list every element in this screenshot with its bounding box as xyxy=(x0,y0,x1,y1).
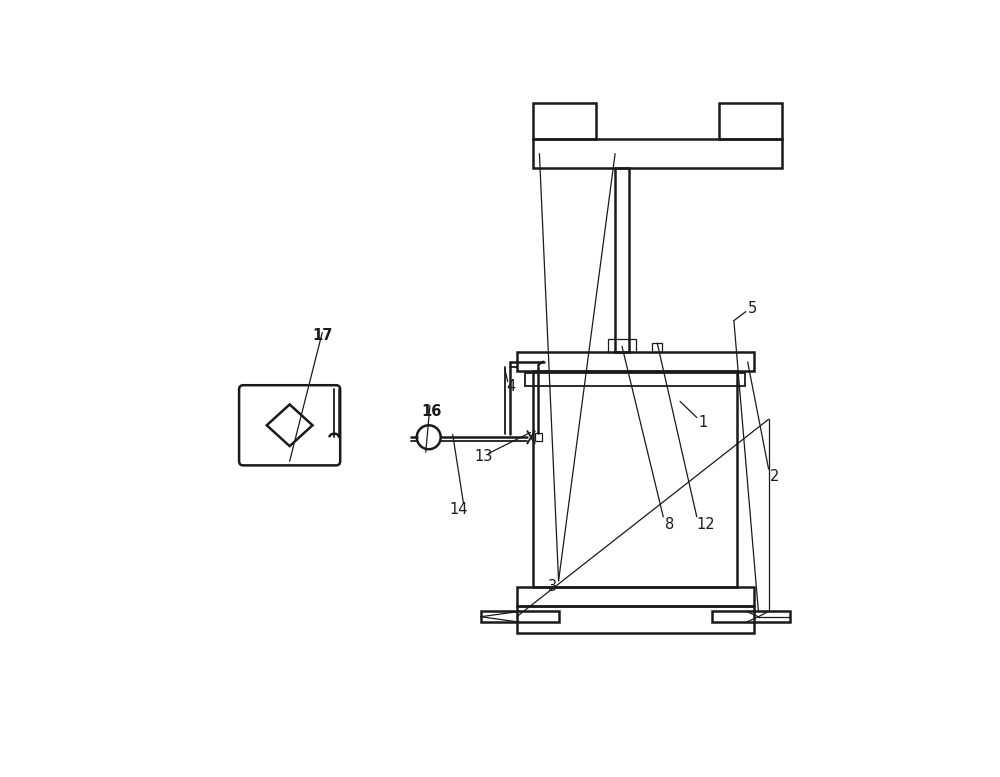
Text: 12: 12 xyxy=(697,517,715,531)
Text: 2: 2 xyxy=(770,469,779,483)
Bar xyxy=(525,373,745,386)
Text: 5: 5 xyxy=(748,301,757,316)
Bar xyxy=(481,611,559,622)
Bar xyxy=(517,587,754,606)
Bar xyxy=(652,343,662,352)
Bar xyxy=(533,139,782,168)
Bar xyxy=(712,611,790,622)
Text: 17: 17 xyxy=(312,328,332,343)
Bar xyxy=(608,339,636,352)
Bar xyxy=(533,103,596,139)
Text: 1: 1 xyxy=(698,415,707,430)
Text: 16: 16 xyxy=(422,404,442,419)
Text: 13: 13 xyxy=(475,449,493,464)
Bar xyxy=(517,352,754,371)
Bar xyxy=(535,433,542,441)
Text: 4: 4 xyxy=(507,379,516,394)
Text: 14: 14 xyxy=(450,501,468,517)
Bar xyxy=(719,103,782,139)
Text: 3: 3 xyxy=(548,580,558,594)
Text: 8: 8 xyxy=(665,517,674,531)
Bar xyxy=(615,168,629,352)
Bar xyxy=(517,606,754,633)
Bar xyxy=(533,371,737,587)
